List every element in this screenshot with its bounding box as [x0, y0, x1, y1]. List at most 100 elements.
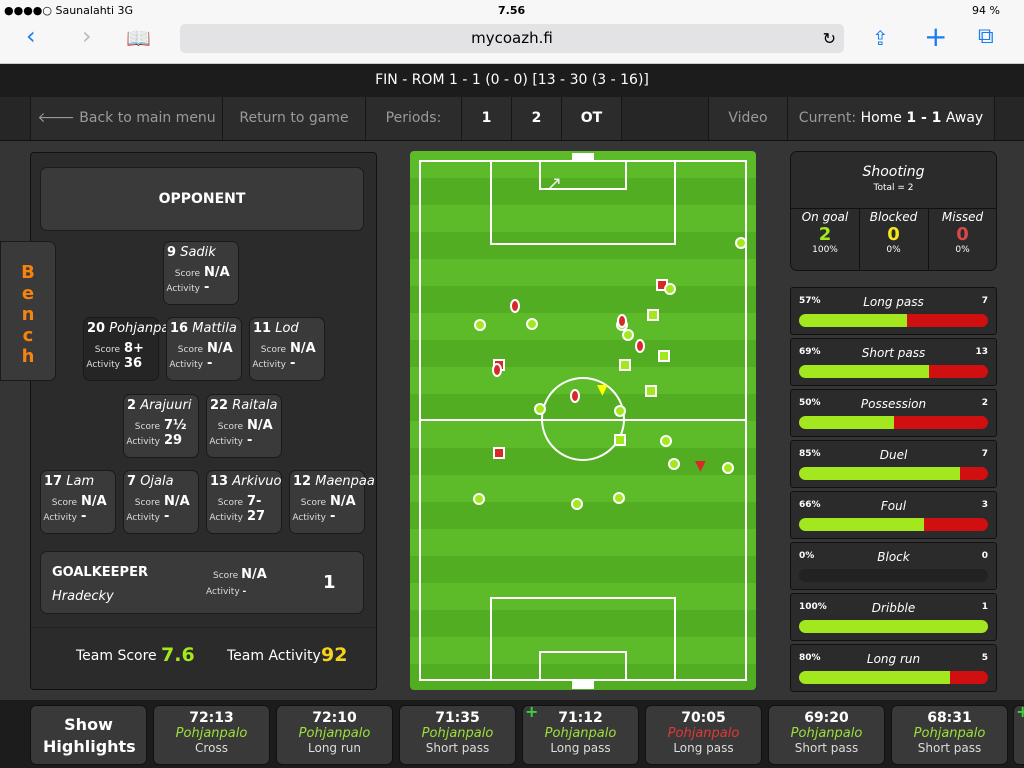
stat-dribble[interactable]: 100% Dribble 1 — [790, 593, 997, 641]
pitch-event-marker[interactable] — [526, 318, 538, 330]
stat-bar-fail — [959, 467, 988, 480]
video-button[interactable]: Video — [708, 97, 787, 140]
pitch-event-marker[interactable] — [510, 299, 520, 313]
pitch-event-marker[interactable] — [614, 405, 626, 417]
pitch-event-marker[interactable] — [570, 389, 580, 403]
current-score: Current: Home 1 - 1 Away — [787, 97, 995, 140]
score-label: Score — [217, 422, 243, 432]
stat-block[interactable]: 0% Block 0 — [790, 542, 997, 590]
pitch-event-marker[interactable] — [622, 329, 634, 341]
event-card[interactable]: 68:31 Pohjanpalo Short pass — [891, 705, 1008, 765]
stat-bar-fail — [893, 416, 988, 429]
url-text: mycoazh.fi — [471, 29, 553, 47]
player-card[interactable]: 17 Lam Score N/A Activity - — [40, 470, 116, 534]
triangle-marker[interactable]: ▼ — [597, 382, 608, 398]
player-card[interactable]: 2 Arajuuri Score 7½ Activity 29 — [123, 394, 199, 458]
player-name-text: Lod — [275, 321, 299, 336]
current-score-value: 1 - 1 — [906, 110, 942, 126]
pitch-event-marker[interactable] — [722, 462, 734, 474]
clock: 7.56 — [498, 4, 526, 17]
player-card[interactable]: 12 Maenpaa Score N/A Activity - — [289, 470, 375, 534]
event-card[interactable]: 71:35 Pohjanpalo Short pass — [399, 705, 516, 765]
stat-duel[interactable]: 85% Duel 7 — [790, 440, 997, 488]
stat-possession[interactable]: 50% Possession 2 — [790, 389, 997, 437]
pitch-event-marker[interactable] — [474, 319, 486, 331]
stat-long-pass[interactable]: 57% Long pass 7 — [790, 287, 997, 335]
pitch-event-marker[interactable] — [660, 435, 672, 447]
pitch-event-marker[interactable] — [613, 492, 625, 504]
forward-icon[interactable]: › — [82, 22, 92, 50]
tabs-icon[interactable]: ⧉ — [978, 24, 994, 49]
period-2-button[interactable]: 2 — [511, 97, 561, 140]
plus-icon: + — [1016, 702, 1024, 721]
goalkeeper-activity: - — [242, 587, 247, 597]
pitch-event-marker[interactable] — [493, 447, 505, 459]
show-highlights-button[interactable]: Show Highlights — [30, 705, 147, 765]
shooting-total: Total = 2 — [873, 183, 914, 193]
event-action: Long run — [308, 741, 361, 755]
team-activity-label: Team Activity — [227, 648, 321, 664]
pitch[interactable]: ▼ ▼ ↗ — [410, 151, 756, 690]
event-card-partial[interactable]: + — [1013, 702, 1024, 765]
pitch-event-marker[interactable] — [668, 458, 680, 470]
bookmarks-icon[interactable]: 📖 — [126, 26, 151, 50]
stat-percent: 0% — [799, 551, 815, 561]
back-icon[interactable]: ‹ — [26, 22, 36, 50]
pitch-event-marker[interactable] — [735, 237, 747, 249]
period-ot-button[interactable]: OT — [561, 97, 622, 140]
pitch-event-marker[interactable] — [534, 403, 546, 415]
pitch-event-marker[interactable] — [614, 434, 626, 446]
player-card[interactable]: 9 Sadik Score N/A Activity - — [163, 241, 239, 305]
player-card[interactable]: 22 Raitala Score N/A Activity - — [206, 394, 282, 458]
event-card[interactable]: 70:05 Pohjanpalo Long pass — [645, 705, 762, 765]
event-card[interactable]: + 71:12 Pohjanpalo Long pass — [522, 702, 639, 765]
stat-bar — [799, 467, 988, 480]
player-name-text: Lam — [66, 474, 95, 489]
player-card[interactable]: 11 Lod Score N/A Activity - — [249, 317, 325, 381]
pitch-event-marker[interactable] — [492, 363, 502, 377]
share-icon[interactable]: ⇪ — [872, 26, 889, 50]
triangle-marker[interactable]: ▼ — [695, 458, 706, 474]
stat-bar-success — [799, 314, 907, 327]
add-icon[interactable]: + — [924, 20, 948, 53]
url-bar[interactable]: mycoazh.fi ↻ — [180, 24, 844, 53]
pitch-event-marker[interactable] — [617, 314, 627, 328]
return-to-game-button[interactable]: Return to game — [222, 97, 365, 140]
blocked-stat: Blocked 0 0% — [869, 210, 918, 255]
period-1-button[interactable]: 1 — [461, 97, 511, 140]
player-card[interactable]: 13 Arkivuo Score 7- Activity 27 — [206, 470, 282, 534]
stat-count: 5 — [981, 653, 988, 663]
pitch-event-marker[interactable] — [647, 309, 659, 321]
player-card[interactable]: 16 Mattila Score N/A Activity - — [166, 317, 242, 381]
pitch-event-marker[interactable] — [571, 498, 583, 510]
event-card[interactable]: 72:13 Pohjanpalo Cross — [153, 705, 270, 765]
stat-long-run[interactable]: 80% Long run 5 — [790, 644, 997, 692]
player-activity: - — [81, 509, 87, 524]
opponent-button[interactable]: OPPONENT — [40, 167, 364, 231]
pitch-event-marker[interactable] — [635, 339, 645, 353]
pitch-event-marker[interactable] — [473, 493, 485, 505]
pitch-event-marker[interactable] — [645, 385, 657, 397]
back-to-main-menu-button[interactable]: 🡐 Back to main menu — [30, 97, 222, 140]
player-card[interactable]: 7 Ojala Score N/A Activity - — [123, 470, 199, 534]
stat-bar-success — [799, 365, 930, 378]
activity-label: Activity — [292, 513, 326, 523]
goalkeeper-name: Hradecky — [52, 589, 114, 604]
event-time: 72:10 — [312, 710, 357, 726]
pitch-event-marker[interactable] — [658, 350, 670, 362]
pitch-event-marker[interactable] — [664, 283, 676, 295]
stat-label: Short pass — [861, 346, 926, 360]
event-card[interactable]: 72:10 Pohjanpalo Long run — [276, 705, 393, 765]
stat-foul[interactable]: 66% Foul 3 — [790, 491, 997, 539]
player-name-text: Maenpaa — [315, 474, 375, 489]
player-card[interactable]: 20 Pohjanpa Score 8+ Activity 36 — [83, 317, 169, 381]
score-label: Score — [217, 498, 243, 508]
reload-icon[interactable]: ↻ — [822, 29, 836, 48]
bench-tab[interactable]: Bench — [0, 241, 56, 381]
goalkeeper-card[interactable]: GOALKEEPER Hradecky Score N/A Activity -… — [40, 551, 364, 614]
pitch-event-marker[interactable] — [619, 359, 631, 371]
stat-count: 0 — [981, 551, 988, 561]
event-player: Pohjanpalo — [913, 726, 986, 741]
event-card[interactable]: 69:20 Pohjanpalo Short pass — [768, 705, 885, 765]
stat-short-pass[interactable]: 69% Short pass 13 — [790, 338, 997, 386]
